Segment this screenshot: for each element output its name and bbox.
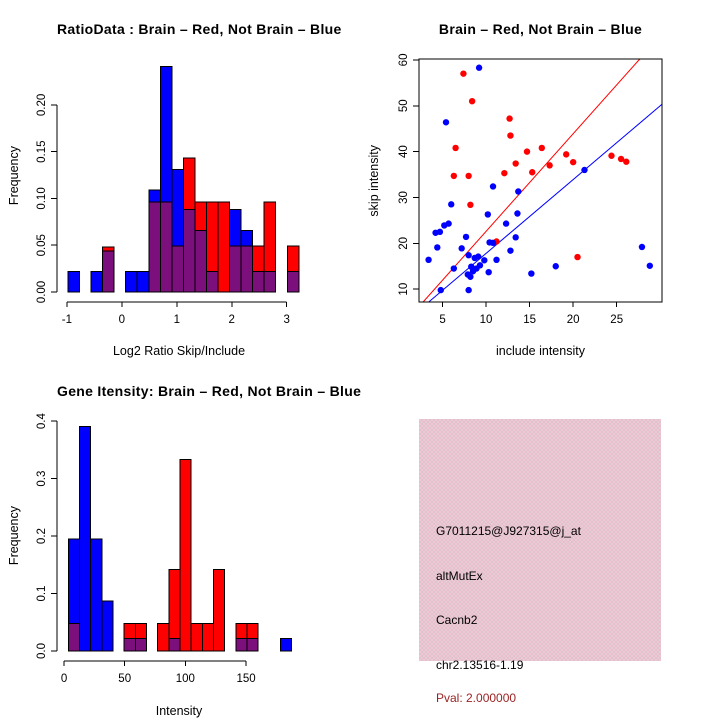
ratio-histogram-plot: -1 0 1 2 3 0.00 0.05 0.10 0.15 0.20 bbox=[36, 66, 300, 326]
info-line-event-type: altMutEx bbox=[436, 569, 483, 583]
svg-text:30: 30 bbox=[398, 191, 410, 204]
panel-intensity-scatter: Brain – Red, Not Brain – Blue 5 10 15 20 25 1… bbox=[360, 0, 720, 360]
svg-text:40: 40 bbox=[398, 145, 410, 158]
svg-text:20: 20 bbox=[567, 314, 580, 326]
svg-text:10: 10 bbox=[480, 314, 493, 326]
svg-text:0.3: 0.3 bbox=[36, 471, 48, 487]
svg-text:60: 60 bbox=[398, 54, 410, 67]
gene-intensity-histogram-ylabel: Frequency bbox=[7, 505, 21, 566]
intensity-scatter-ylabel-wrap: skip intensity bbox=[360, 59, 388, 302]
ratio-histogram-ylabel-wrap: Frequency bbox=[0, 60, 28, 292]
gene-intensity-histogram-plot: 0 50 100 150 0.0 0.1 0.2 0.3 0.4 bbox=[36, 413, 293, 685]
panel-info-box: G7011215@J927315@j_at altMutEx Cacnb2 ch… bbox=[360, 360, 720, 720]
svg-text:0.00: 0.00 bbox=[36, 281, 48, 303]
info-line-probe-id: G7011215@J927315@j_at bbox=[436, 524, 581, 538]
svg-text:1: 1 bbox=[174, 314, 180, 326]
svg-text:10: 10 bbox=[398, 283, 410, 296]
svg-text:150: 150 bbox=[236, 673, 255, 685]
intensity-scatter-xlabel: include intensity bbox=[496, 344, 585, 358]
svg-text:3: 3 bbox=[284, 314, 290, 326]
ratio-histogram-ylabel: Frequency bbox=[7, 146, 21, 206]
svg-text:50: 50 bbox=[118, 673, 131, 685]
svg-text:0.2: 0.2 bbox=[36, 528, 48, 544]
info-line-pval: Pval: 2.000000 bbox=[436, 691, 517, 705]
svg-text:0.4: 0.4 bbox=[36, 413, 48, 430]
svg-text:20: 20 bbox=[398, 237, 410, 250]
intensity-scatter-ylabel: skip intensity bbox=[367, 144, 381, 217]
info-line-location: chr2.13516-1.19 bbox=[436, 658, 524, 672]
svg-text:0.15: 0.15 bbox=[36, 140, 48, 162]
panel-gene-intensity-histogram: Gene Itensity: Brain – Red, Not Brain – … bbox=[0, 360, 362, 720]
svg-text:0.1: 0.1 bbox=[36, 586, 48, 602]
svg-text:0.05: 0.05 bbox=[36, 234, 48, 256]
panel-ratio-histogram: RatioData : Brain – Red, Not Brain – Blu… bbox=[0, 0, 360, 360]
ratio-histogram-title: RatioData : Brain – Red, Not Brain – Blu… bbox=[57, 21, 342, 37]
svg-text:15: 15 bbox=[523, 314, 536, 326]
svg-text:-1: -1 bbox=[62, 314, 72, 326]
gene-intensity-histogram-title: Gene Itensity: Brain – Red, Not Brain – … bbox=[57, 383, 362, 399]
gene-intensity-histogram-xlabel: Intensity bbox=[155, 704, 203, 718]
svg-text:2: 2 bbox=[229, 314, 235, 326]
info-box: G7011215@J927315@j_at altMutEx Cacnb2 ch… bbox=[419, 419, 661, 705]
svg-text:0: 0 bbox=[119, 314, 125, 326]
svg-text:5: 5 bbox=[439, 314, 445, 326]
svg-text:0.0: 0.0 bbox=[36, 643, 48, 659]
svg-text:100: 100 bbox=[176, 673, 195, 685]
info-line-gene-name: Cacnb2 bbox=[436, 613, 478, 627]
svg-text:0: 0 bbox=[61, 673, 67, 685]
svg-text:0.20: 0.20 bbox=[36, 94, 48, 116]
svg-text:25: 25 bbox=[610, 314, 623, 326]
ratio-histogram-xlabel: Log2 Ratio Skip/Include bbox=[112, 344, 246, 358]
intensity-scatter-plot: 5 10 15 20 25 10 20 30 40 50 60 bbox=[398, 54, 663, 326]
svg-text:50: 50 bbox=[398, 99, 410, 112]
intensity-scatter-title: Brain – Red, Not Brain – Blue bbox=[438, 21, 643, 37]
gene-intensity-histogram-ylabel-wrap: Frequency bbox=[0, 420, 28, 651]
svg-text:0.10: 0.10 bbox=[36, 187, 48, 209]
